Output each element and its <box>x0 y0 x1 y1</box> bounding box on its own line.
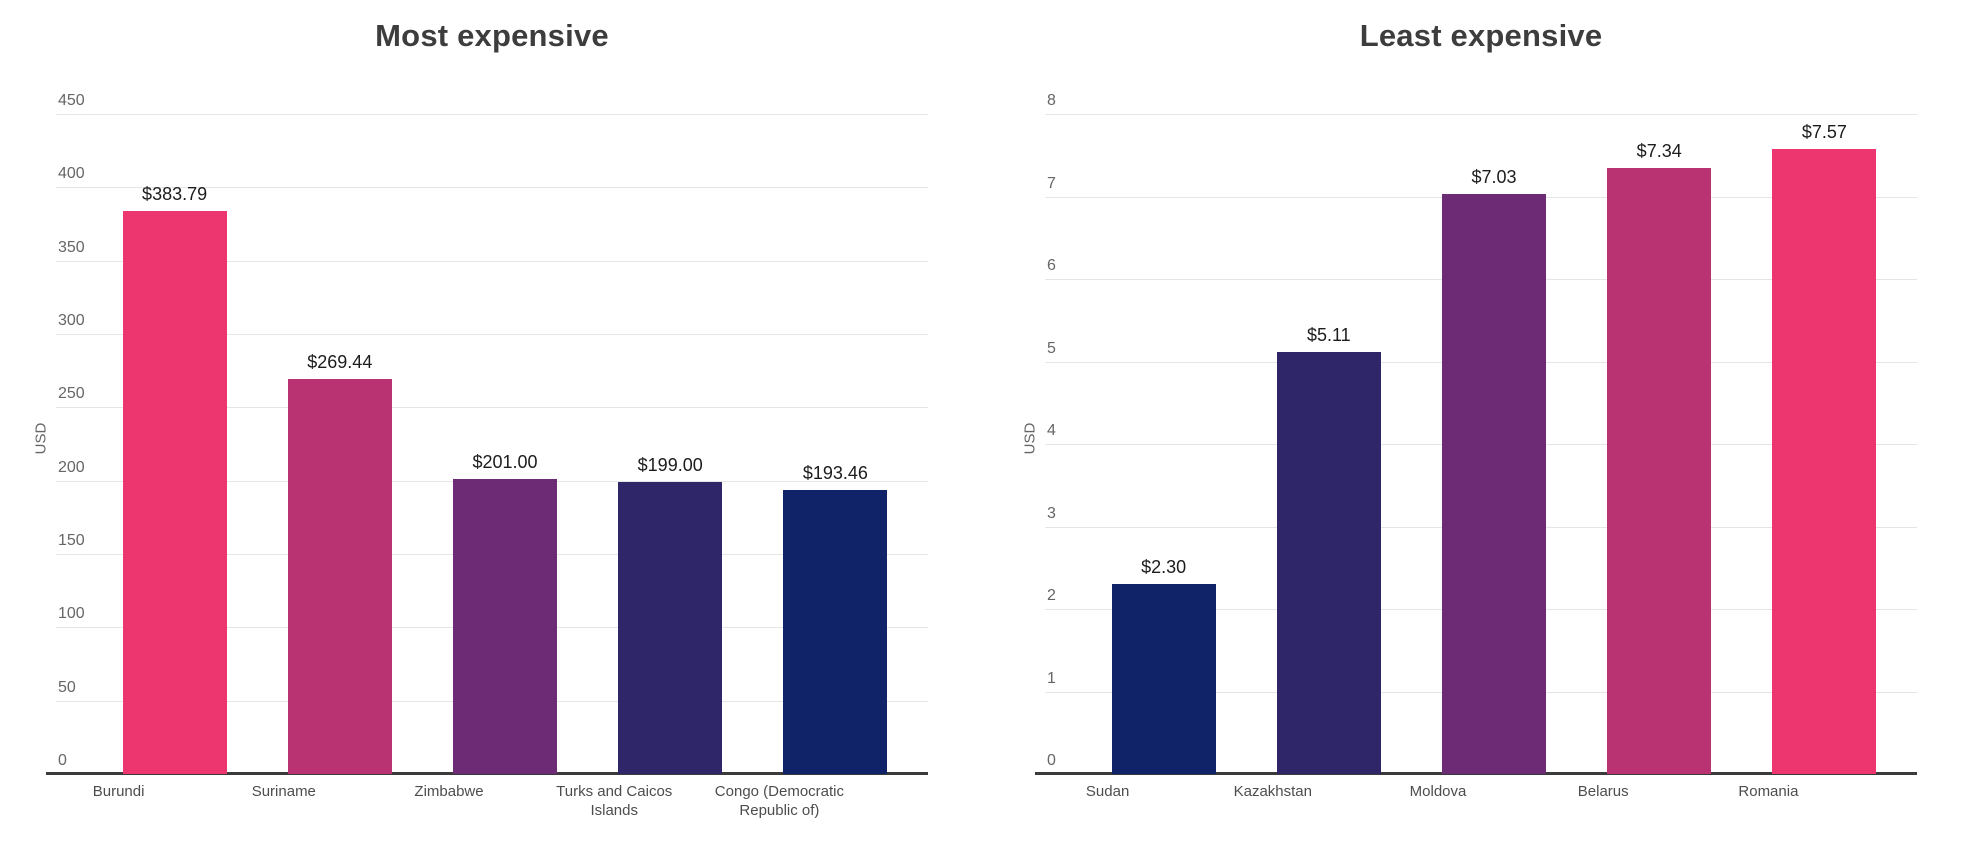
y-tick-label: 3 <box>1047 504 1056 522</box>
y-tick-label: 0 <box>58 752 67 769</box>
bar-kazakhstan[interactable] <box>1276 352 1381 774</box>
bar-slot: $2.30 <box>1081 0 1246 774</box>
gridline <box>56 407 928 409</box>
bar-value-label: $7.57 <box>1801 122 1847 143</box>
bar-congo-democratic-republic-of[interactable] <box>783 490 888 774</box>
x-category-label: Suriname <box>251 783 316 800</box>
y-tick-label: 100 <box>58 605 85 623</box>
bar-slot: $383.79 <box>92 0 257 774</box>
bar-slot: $7.57 <box>1742 0 1907 774</box>
chart-title: Most expensive <box>375 18 609 53</box>
bar-value-label: $199.00 <box>637 455 703 476</box>
gridline <box>56 334 928 335</box>
y-axis-title: USD <box>1021 422 1039 455</box>
bar-slot: $201.00 <box>422 0 587 774</box>
bar-slot: $7.03 <box>1411 0 1576 774</box>
bar-value-label: $7.34 <box>1636 141 1682 162</box>
bar-value-label: $5.11 <box>1306 325 1351 346</box>
y-tick-label: 400 <box>58 165 85 183</box>
y-axis-title: USD <box>32 422 50 455</box>
bar-value-label: $193.46 <box>802 463 868 484</box>
y-tick-label: 350 <box>58 238 85 256</box>
y-tick-label: 2 <box>1047 587 1056 604</box>
x-axis-labels: Burundi Suriname Zimbabwe Turks and Caicos … <box>36 782 862 820</box>
y-tick-label: 7 <box>1047 174 1056 192</box>
x-axis-labels: Sudan Kazakhstan Moldova Belarus Romania <box>1025 782 1851 801</box>
bar-suriname[interactable] <box>287 378 392 774</box>
bar-value-label: $7.03 <box>1471 167 1517 188</box>
x-category-label: Belarus <box>1577 783 1629 800</box>
y-tick-label: 150 <box>58 532 85 549</box>
bar-romania[interactable] <box>1772 149 1877 774</box>
x-category-label: Burundi <box>92 783 145 800</box>
y-tick-label: 250 <box>58 385 85 403</box>
y-tick-label: 5 <box>1047 339 1056 357</box>
y-tick-label: 450 <box>58 92 85 109</box>
x-category-label: Kazakhstan <box>1233 783 1312 800</box>
gridline <box>56 187 928 189</box>
y-tick-label: 200 <box>58 458 85 476</box>
x-category-label: Turks and Caicos Islands <box>556 783 673 819</box>
y-tick-label: 300 <box>58 312 85 329</box>
bar-burundi[interactable] <box>122 211 227 774</box>
x-category-label: Congo (Democratic Republic of) <box>714 783 845 819</box>
bars-area: $383.79 $269.44 $201.00 $199.00 $193.46 <box>92 0 918 774</box>
x-category-label: Romania <box>1738 783 1799 800</box>
bar-slot: $193.46 <box>753 0 918 774</box>
x-category-label: Sudan <box>1085 783 1130 800</box>
bar-turks-and-caicos-islands[interactable] <box>618 482 723 774</box>
bar-slot: $5.11 <box>1246 0 1411 774</box>
bar-slot: $7.34 <box>1577 0 1742 774</box>
y-tick-label: 50 <box>58 678 76 696</box>
chart-least-expensive: Least expensive USD 0 1 2 3 4 5 6 7 8 $2.30 $5.11 $… <box>989 0 1978 851</box>
y-tick-label: 8 <box>1047 92 1056 109</box>
y-tick-label: 6 <box>1047 257 1056 274</box>
bar-belarus[interactable] <box>1607 168 1712 774</box>
gridline <box>1045 114 1917 115</box>
plot-area: USD 0 50 100 150 200 250 300 350 400 450 $383.79 $2… <box>33 0 928 851</box>
chart-most-expensive: Most expensive USD 0 50 100 150 200 250 300 350… <box>0 0 989 851</box>
y-tick-label: 0 <box>1047 752 1056 769</box>
plot-area: USD 0 1 2 3 4 5 6 7 8 $2.30 $5.11 $7.03 $7.34 $7.57 <box>1022 0 1917 851</box>
bars-area: $2.30 $5.11 $7.03 $7.34 $7.57 <box>1081 0 1907 774</box>
bar-value-label: $201.00 <box>472 452 538 473</box>
y-tick-label: 4 <box>1047 422 1056 439</box>
bar-slot: $269.44 <box>257 0 422 774</box>
bar-sudan[interactable] <box>1111 584 1216 774</box>
y-tick-label: 1 <box>1047 669 1056 687</box>
x-category-label: Zimbabwe <box>414 783 484 800</box>
gridline <box>56 260 928 262</box>
bar-moldova[interactable] <box>1442 194 1546 774</box>
x-category-label: Moldova <box>1409 783 1467 800</box>
bar-value-label: $269.44 <box>307 351 373 372</box>
gridline <box>56 114 928 115</box>
bar-slot: $199.00 <box>588 0 753 774</box>
chart-title: Least expensive <box>1359 18 1603 53</box>
bar-value-label: $2.30 <box>1141 557 1187 578</box>
bar-value-label: $383.79 <box>142 184 208 205</box>
bar-zimbabwe[interactable] <box>453 479 557 774</box>
